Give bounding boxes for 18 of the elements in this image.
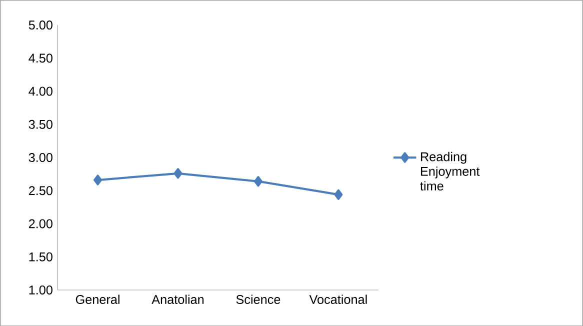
y-tick-label: 3.00 [28,152,52,162]
point [174,168,182,179]
legend-label: Reading Enjoyment time [420,152,480,190]
x-tick-label: General [76,294,120,304]
y-tick-label: 1.50 [29,252,52,262]
point [254,176,262,187]
point [94,174,102,186]
x-tick-label: Science [236,294,280,304]
y-tick-label: 2.50 [28,186,52,195]
y-tick-label: 2.00 [28,219,52,228]
y-tick-label: 4.00 [28,86,52,96]
y-tick-label: 4.50 [28,53,52,62]
x-tick-label: Vocational [309,294,367,304]
point [334,189,343,200]
y-tick-label: 1.00 [29,285,52,294]
x-tick-label: Anatolian [152,294,204,304]
y-tick-label: 3.50 [28,120,52,129]
y-tick-label: 5.00 [28,20,52,30]
